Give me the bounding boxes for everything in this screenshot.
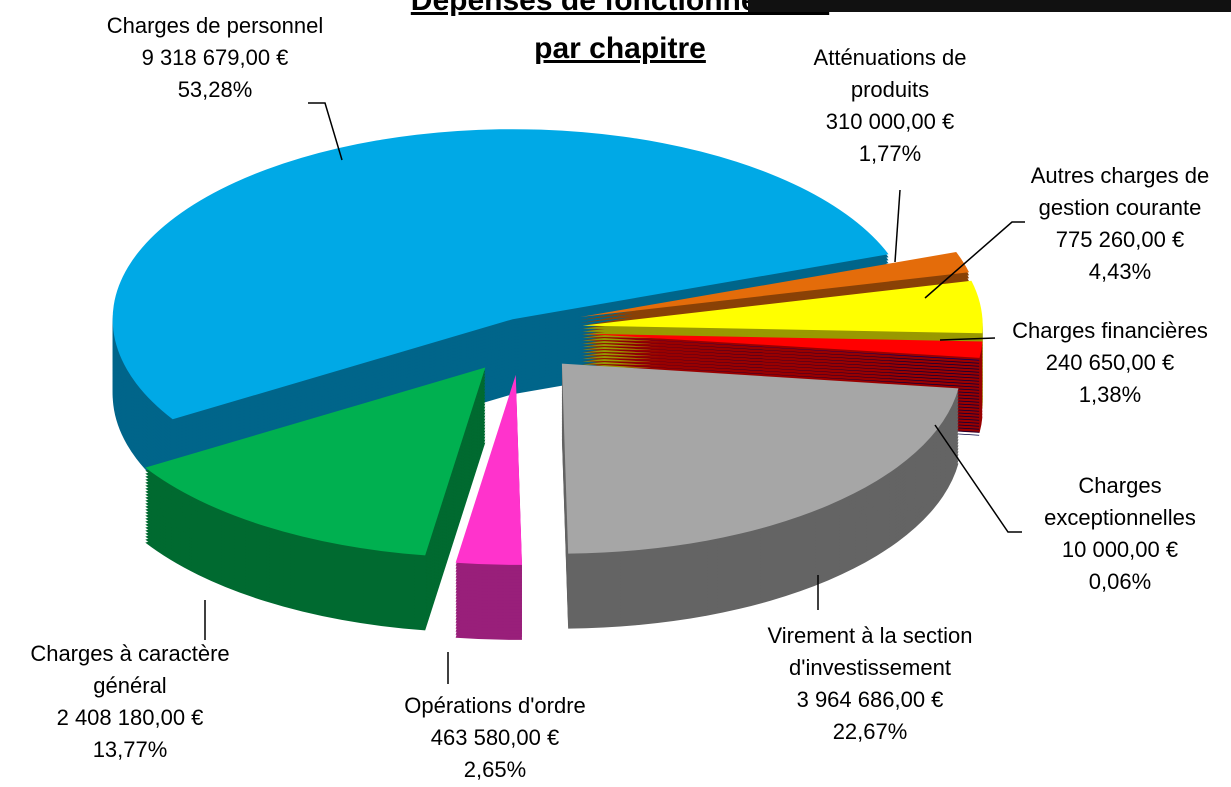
chart-title: Dépenses de fonctionnement xyxy=(410,0,830,17)
percent-label: 53,28% xyxy=(177,77,253,102)
slice xyxy=(561,363,959,554)
percent-label: 0,06% xyxy=(1088,569,1152,594)
category-label: Virement à la section d'investissement xyxy=(767,623,973,680)
slice-label: Atténuations de produits 310 000,00 € 1,77… xyxy=(790,42,990,170)
leader-line xyxy=(939,337,996,341)
slice-side xyxy=(582,359,980,385)
leader-line xyxy=(894,189,901,263)
slice-label: Charges exceptionnelles 10 000,00 € 0,06% xyxy=(1020,470,1220,598)
category-label: Autres charges de gestion courante xyxy=(1030,163,1210,220)
slice-label: Autres charges de gestion courante 775 26… xyxy=(1005,160,1231,288)
slice-side xyxy=(582,344,980,370)
slice xyxy=(582,335,980,361)
overlay-bar xyxy=(748,0,1231,12)
percent-label: 1,77% xyxy=(858,141,922,166)
amount-label: 240 650,00 € xyxy=(1045,350,1175,375)
slice-side xyxy=(582,347,980,373)
amount-label: 2 408 180,00 € xyxy=(56,705,204,730)
slice xyxy=(580,251,970,317)
amount-label: 463 580,00 € xyxy=(430,725,560,750)
amount-label: 3 964 686,00 € xyxy=(796,687,944,712)
percent-label: 1,38% xyxy=(1078,382,1142,407)
amount-label: 310 000,00 € xyxy=(825,109,955,134)
chart-subtitle: par chapitre xyxy=(534,32,706,65)
category-label: Atténuations de produits xyxy=(813,45,967,102)
slice xyxy=(455,374,522,565)
amount-label: 9 318 679,00 € xyxy=(141,45,289,70)
category-label: Opérations d'ordre xyxy=(404,693,586,718)
category-label: Charges financières xyxy=(1012,318,1208,343)
leader-line xyxy=(934,424,1022,533)
slice-side xyxy=(582,341,980,367)
percent-label: 13,77% xyxy=(92,737,168,762)
slice-label: Charges financières 240 650,00 € 1,38% xyxy=(990,315,1230,411)
slice xyxy=(145,367,486,556)
slice xyxy=(582,333,983,358)
category-label: Charges de personnel xyxy=(106,13,324,38)
slice-side xyxy=(582,362,980,388)
slice-side xyxy=(582,350,980,376)
leader-line xyxy=(924,221,1025,299)
leader-line xyxy=(308,102,343,161)
slice-side xyxy=(582,338,980,364)
slice xyxy=(582,280,983,334)
category-label: Charges exceptionnelles xyxy=(1044,473,1196,530)
slice-label: Charges de personnel 9 318 679,00 € 53,28% xyxy=(105,10,325,106)
slice-label: Virement à la section d'investissement 3 … xyxy=(755,620,985,748)
slice-side xyxy=(582,356,980,382)
slice-label: Charges à caractère général 2 408 180,00 … xyxy=(0,638,260,766)
percent-label: 4,43% xyxy=(1088,259,1152,284)
slice-side xyxy=(582,353,980,379)
percent-label: 22,67% xyxy=(832,719,908,744)
pie xyxy=(112,129,983,640)
slice-label: Opérations d'ordre 463 580,00 € 2,65% xyxy=(375,690,615,786)
percent-label: 2,65% xyxy=(463,757,527,782)
slice xyxy=(112,129,889,420)
amount-label: 775 260,00 € xyxy=(1055,227,1185,252)
leader-lines xyxy=(204,102,1025,684)
category-label: Charges à caractère général xyxy=(30,641,230,698)
amount-label: 10 000,00 € xyxy=(1061,537,1179,562)
